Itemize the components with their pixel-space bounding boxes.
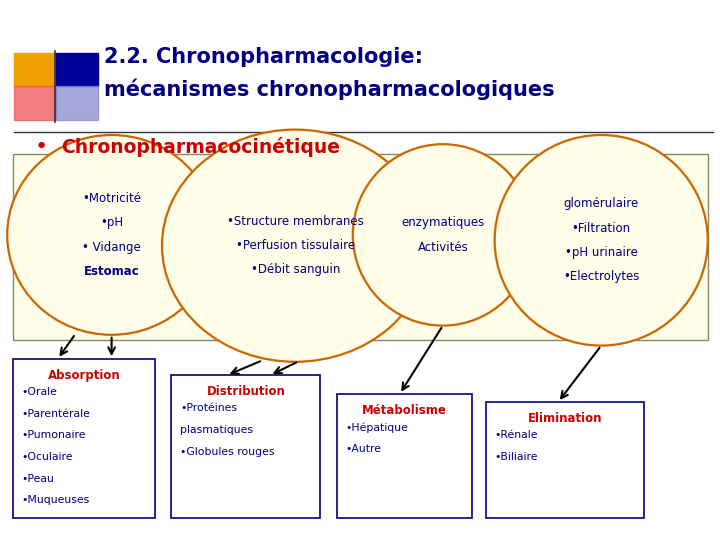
Text: Absorption: Absorption xyxy=(48,369,120,382)
Bar xyxy=(13,359,155,518)
Text: Elimination: Elimination xyxy=(528,412,603,425)
Text: enzymatiques: enzymatiques xyxy=(401,216,485,229)
Bar xyxy=(56,86,98,120)
Bar xyxy=(14,86,56,120)
Text: plasmatiques: plasmatiques xyxy=(180,425,253,435)
Text: •Muqueuses: •Muqueuses xyxy=(22,495,90,505)
Text: •Biliaire: •Biliaire xyxy=(495,452,538,462)
Text: •Perfusion tissulaire: •Perfusion tissulaire xyxy=(235,239,355,252)
Ellipse shape xyxy=(7,135,216,335)
Text: Métabolisme: Métabolisme xyxy=(362,404,446,417)
Text: Activités: Activités xyxy=(418,240,468,254)
Text: •Rénale: •Rénale xyxy=(495,430,538,441)
Text: •Structure membranes: •Structure membranes xyxy=(227,215,364,228)
Text: Chronopharmacocinétique: Chronopharmacocinétique xyxy=(61,137,340,157)
Text: •pH: •pH xyxy=(100,216,123,229)
Bar xyxy=(14,53,56,86)
Bar xyxy=(171,375,320,518)
Text: mécanismes chronopharmacologiques: mécanismes chronopharmacologiques xyxy=(104,78,555,100)
Text: •Peau: •Peau xyxy=(22,474,55,484)
Text: •Parentérale: •Parentérale xyxy=(22,409,91,419)
Text: •Oculaire: •Oculaire xyxy=(22,452,73,462)
Text: glomérulaire: glomérulaire xyxy=(564,197,639,211)
Text: •Motricité: •Motricité xyxy=(82,192,141,205)
Text: •Globules rouges: •Globules rouges xyxy=(180,447,274,457)
Ellipse shape xyxy=(162,130,428,362)
Text: •Hépatique: •Hépatique xyxy=(346,422,408,433)
Text: •pH urinaire: •pH urinaire xyxy=(564,246,638,259)
Text: •Pumonaire: •Pumonaire xyxy=(22,430,86,441)
Text: • Vidange: • Vidange xyxy=(82,240,141,254)
Text: •Autre: •Autre xyxy=(346,444,382,454)
Text: •Filtration: •Filtration xyxy=(572,221,631,235)
Text: •Electrolytes: •Electrolytes xyxy=(563,270,639,284)
Text: •: • xyxy=(35,137,48,157)
Bar xyxy=(486,402,644,518)
Ellipse shape xyxy=(353,144,533,326)
Text: •Protéines: •Protéines xyxy=(180,403,237,414)
Text: •Débit sanguin: •Débit sanguin xyxy=(251,264,340,276)
Bar xyxy=(337,394,472,518)
FancyBboxPatch shape xyxy=(13,154,708,340)
Bar xyxy=(56,53,98,86)
Text: Distribution: Distribution xyxy=(207,385,285,398)
Text: •Orale: •Orale xyxy=(22,387,58,397)
Ellipse shape xyxy=(495,135,708,346)
Text: 2.2. Chronopharmacologie:: 2.2. Chronopharmacologie: xyxy=(104,46,423,67)
Text: Estomac: Estomac xyxy=(84,265,140,278)
